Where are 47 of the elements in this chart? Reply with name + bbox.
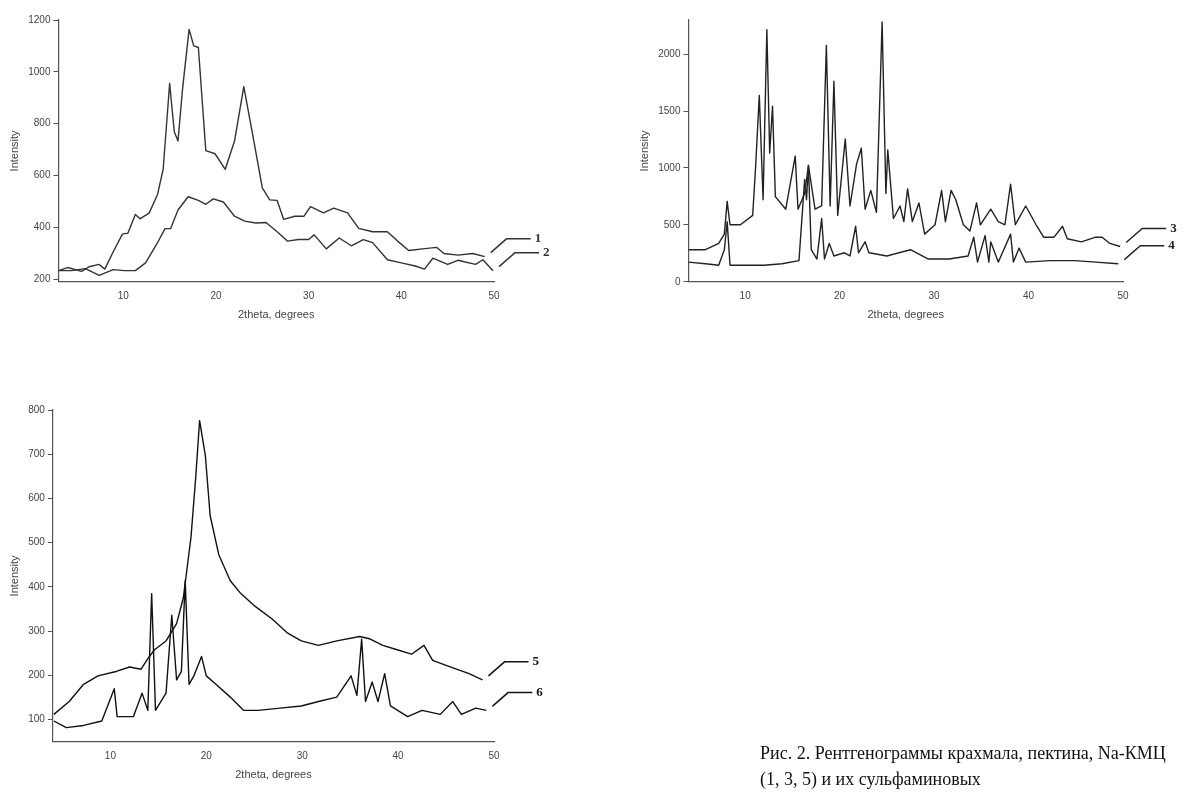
y-axis-title: Intensity: [7, 554, 20, 597]
legend-label: 1: [534, 230, 542, 246]
y-tick-label: 2000: [658, 47, 681, 59]
legend-label: 2: [543, 244, 550, 260]
y-tick-label: 1500: [658, 104, 681, 116]
x-tick-label: 30: [303, 289, 315, 301]
y-tick-label: 1000: [28, 65, 51, 77]
y-axis-title: Intensity: [7, 129, 20, 172]
x-tick-label: 20: [210, 289, 222, 301]
x-tick-label: 50: [488, 289, 500, 301]
y-tick-label: 100: [28, 713, 46, 725]
x-tick-label: 50: [1117, 289, 1129, 301]
legend-label: 3: [1170, 219, 1178, 235]
y-tick-label: 1000: [658, 161, 681, 173]
y-axis-title: Intensity: [637, 129, 650, 172]
y-tick-label: 300: [28, 624, 46, 636]
y-tick-label: 0: [674, 275, 681, 287]
x-tick-label: 40: [1022, 289, 1035, 301]
x-axis-title: 2theta, degrees: [235, 768, 313, 781]
y-tick-label: 200: [33, 272, 51, 284]
y-tick-label: 500: [663, 218, 681, 230]
y-tick-label: 600: [28, 492, 46, 504]
y-tick-label: 600: [33, 169, 51, 181]
x-axis-title: 2theta, degrees: [867, 308, 945, 321]
y-tick-label: 800: [33, 117, 51, 129]
y-tick-label: 1200: [28, 13, 51, 25]
y-tick-label: 400: [33, 221, 51, 233]
y-tick-label: 500: [28, 536, 46, 548]
x-tick-label: 30: [296, 749, 309, 761]
x-tick-label: 10: [117, 289, 130, 301]
y-tick-label: 800: [28, 403, 46, 415]
x-tick-label: 40: [395, 289, 408, 301]
x-tick-label: 40: [392, 749, 405, 761]
y-tick-label: 200: [28, 669, 46, 681]
legend-label: 6: [536, 683, 544, 699]
legend-label: 5: [532, 653, 540, 669]
x-tick-label: 30: [928, 289, 941, 301]
x-tick-label: 50: [488, 749, 500, 761]
text: Рис. 2. Рентгенограммы крахмала, пектина, Na-КМЦ (1, 3, 5) и их сульфаминовых: [760, 742, 1167, 791]
y-tick-label: 400: [28, 580, 46, 592]
x-axis-title: 2theta, degrees: [238, 308, 315, 321]
x-tick-label: 20: [834, 289, 846, 301]
y-tick-label: 700: [28, 447, 46, 459]
x-tick-label: 10: [104, 749, 117, 761]
legend-label: 4: [1168, 237, 1176, 253]
x-tick-label: 20: [200, 749, 213, 761]
x-tick-label: 10: [739, 289, 752, 301]
